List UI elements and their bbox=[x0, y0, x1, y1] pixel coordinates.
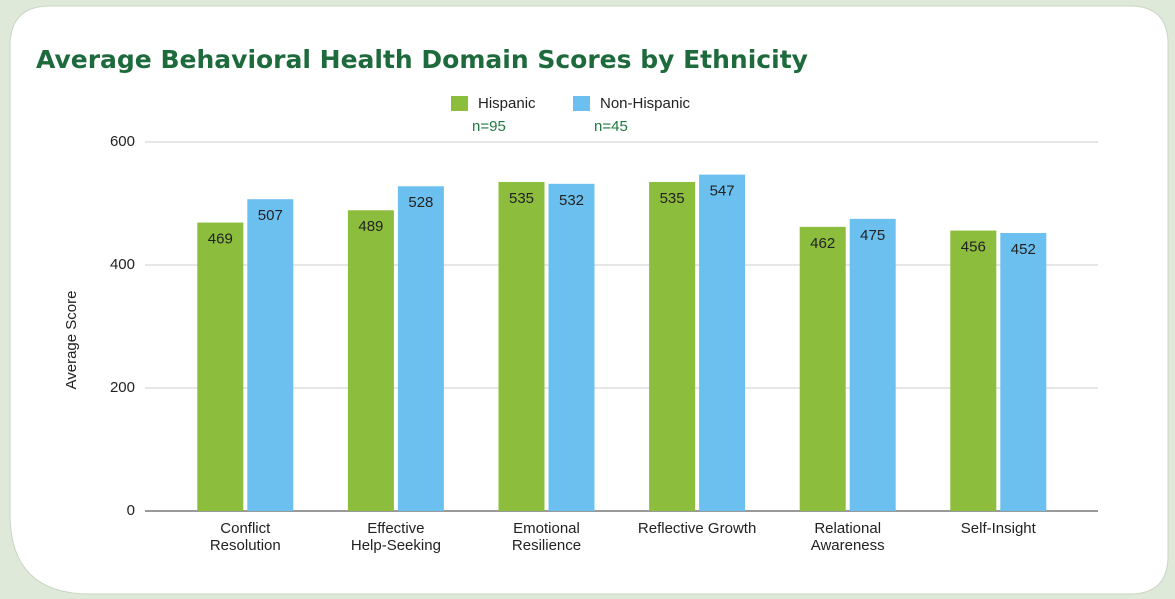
value-label: 507 bbox=[258, 207, 283, 224]
bar bbox=[247, 199, 294, 511]
legend-note: n=95 bbox=[472, 118, 506, 135]
y-tick-label: 600 bbox=[110, 133, 135, 150]
legend-label: Non-Hispanic bbox=[600, 95, 691, 112]
legend-note: n=45 bbox=[594, 118, 628, 135]
bar bbox=[347, 210, 394, 511]
bar bbox=[699, 174, 746, 511]
bar bbox=[397, 186, 444, 511]
bar bbox=[1000, 233, 1047, 511]
bar bbox=[548, 183, 595, 511]
y-tick-label: 200 bbox=[110, 379, 135, 396]
x-tick-label: Effective Help-Seeking bbox=[351, 520, 441, 554]
y-axis-label: Average Score bbox=[63, 291, 80, 390]
bar bbox=[197, 222, 244, 511]
value-label: 469 bbox=[208, 231, 233, 248]
bar bbox=[649, 181, 696, 511]
legend-label: Hispanic bbox=[478, 95, 536, 112]
value-label: 535 bbox=[509, 190, 534, 207]
chart-title: Average Behavioral Health Domain Scores … bbox=[36, 45, 808, 74]
legend-swatch bbox=[573, 96, 590, 111]
value-label: 489 bbox=[358, 218, 383, 235]
value-label: 528 bbox=[408, 194, 433, 211]
value-label: 475 bbox=[860, 227, 885, 244]
bar bbox=[950, 230, 997, 511]
x-tick-label: Conflict Resolution bbox=[210, 520, 281, 554]
value-label: 532 bbox=[559, 192, 584, 209]
bar bbox=[498, 181, 545, 511]
x-tick-label: Emotional Resilience bbox=[512, 520, 581, 554]
value-label: 535 bbox=[660, 190, 685, 207]
y-tick-label: 0 bbox=[127, 502, 135, 519]
x-tick-label: Reflective Growth bbox=[638, 520, 756, 537]
value-label: 456 bbox=[961, 239, 986, 256]
x-tick-label: Relational Awareness bbox=[811, 520, 885, 554]
bar bbox=[799, 226, 846, 511]
x-tick-label: Self-Insight bbox=[961, 520, 1037, 537]
value-label: 547 bbox=[710, 183, 735, 200]
y-tick-label: 400 bbox=[110, 256, 135, 273]
value-label: 462 bbox=[810, 235, 835, 252]
bar bbox=[849, 218, 896, 511]
value-label: 452 bbox=[1011, 241, 1036, 258]
legend-swatch bbox=[451, 96, 468, 111]
